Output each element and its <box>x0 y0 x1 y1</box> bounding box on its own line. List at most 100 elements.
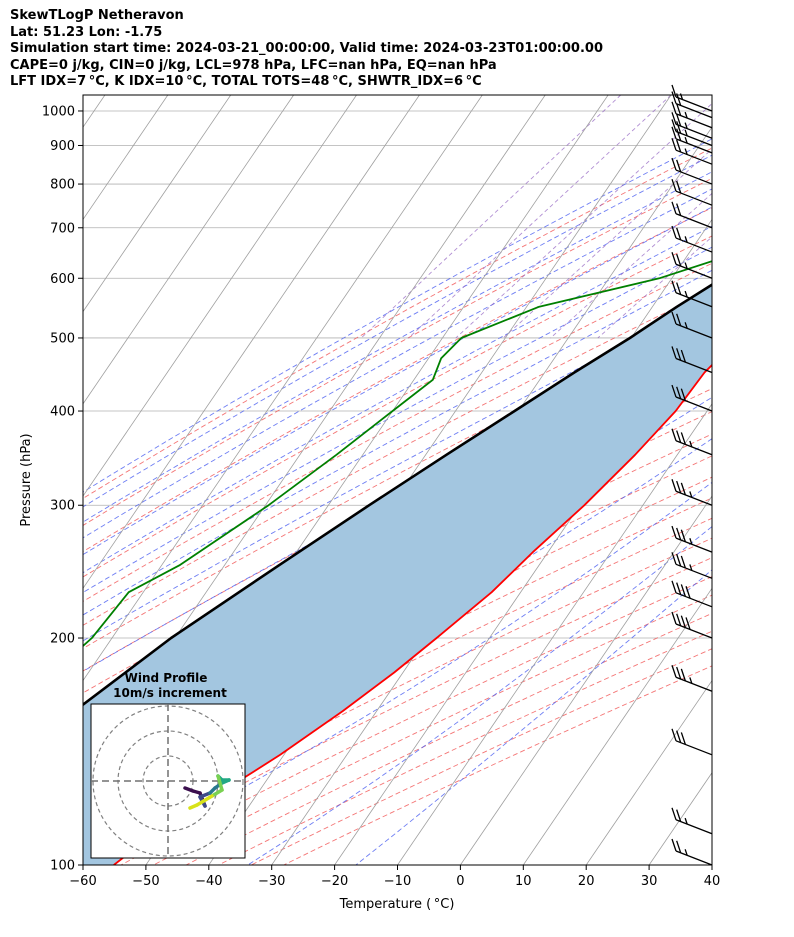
x-tick-label: −60 <box>69 874 96 889</box>
moist-adiabat-line <box>83 206 712 556</box>
wind-barb <box>671 101 713 129</box>
title-lat-lon: Lat: 51.23 Lon: -1.75 <box>10 24 163 40</box>
moist-adiabat-line <box>247 526 712 865</box>
wind-barb <box>671 119 713 147</box>
x-axis-ticks: −60 −50 −40 −30 −20 −10 0 10 20 30 40 <box>69 865 720 889</box>
title-cape-line: CAPE=0 j/kg, CIN=0 j/kg, LCL=978 hPa, LF… <box>10 57 497 73</box>
wind-barb <box>671 178 713 206</box>
wind-barb <box>671 611 713 639</box>
chart-title-block: SkewTLogP Netheravon Lat: 51.23 Lon: -1.… <box>10 8 603 91</box>
y-tick-label: 700 <box>50 221 75 236</box>
wind-barb <box>671 137 713 165</box>
moist-adiabat-line <box>83 188 712 539</box>
y-tick-label: 200 <box>50 632 75 647</box>
hodograph-segment <box>198 791 212 799</box>
wind-barb <box>671 665 713 692</box>
wind-barbs <box>671 84 713 866</box>
y-tick-label: 500 <box>50 331 75 346</box>
x-tick-label: 20 <box>578 874 595 889</box>
x-tick-label: −50 <box>132 874 159 889</box>
y-tick-label: 800 <box>50 178 75 193</box>
isotherm-line <box>83 95 232 313</box>
y-tick-label: 1000 <box>42 104 75 119</box>
temperature-line <box>113 363 712 865</box>
wind-barb <box>671 280 713 308</box>
y-tick-label: 900 <box>50 139 75 154</box>
parcel-profile-line <box>83 283 712 707</box>
moist-adiabat-line <box>83 225 712 574</box>
isotherm-line <box>397 403 712 865</box>
y-tick-label: 600 <box>50 272 75 287</box>
x-tick-label: 30 <box>641 874 658 889</box>
moist-adiabat-line <box>83 138 712 493</box>
mixing-ratio-line <box>455 102 712 339</box>
dry-adiabat-line <box>83 235 712 578</box>
wind-barb <box>671 552 713 579</box>
x-tick-label: 0 <box>456 874 464 889</box>
isotherm-line <box>460 495 712 865</box>
x-tick-label: −20 <box>321 874 348 889</box>
x-tick-label: −40 <box>195 874 222 889</box>
dewpoint-line <box>83 260 712 648</box>
wind-barb <box>671 525 713 553</box>
y-tick-label: 100 <box>50 859 75 874</box>
hodograph-segment <box>188 803 199 810</box>
hodograph-segment <box>210 788 224 798</box>
mixing-ratio-lines <box>360 95 712 339</box>
mixing-ratio-line <box>502 148 712 339</box>
wind-barb <box>671 157 713 185</box>
hodograph-subtitle: 10m/s increment <box>113 686 227 700</box>
y-tick-label: 400 <box>50 405 75 420</box>
x-tick-label: −10 <box>384 874 411 889</box>
wind-barb <box>671 428 713 456</box>
mixing-ratio-line <box>550 192 712 339</box>
dry-adiabat-line <box>83 147 712 499</box>
title-times: Simulation start time: 2024-03-21_00:00:… <box>10 41 603 57</box>
isotherm-line <box>83 95 294 405</box>
wind-barb <box>671 807 713 835</box>
wind-barb <box>671 225 713 253</box>
mixing-ratio-line <box>597 236 712 339</box>
title-indices-line: LFT IDX=7 °C, K IDX=10 °C, TOTAL TOTS=48… <box>10 74 482 90</box>
wind-barb <box>671 112 713 139</box>
isotherm-line <box>585 679 712 865</box>
isotherm-line <box>775 95 794 865</box>
x-tick-label: 10 <box>515 874 532 889</box>
hodograph-title: Wind Profile <box>125 671 208 685</box>
mixing-ratio-line <box>408 95 672 339</box>
dry-adiabat-line <box>83 315 712 649</box>
isotherm-line <box>83 95 483 682</box>
isotherm-line <box>711 864 712 865</box>
wind-barb <box>671 201 713 229</box>
wind-barb <box>671 126 713 154</box>
x-tick-label: −30 <box>258 874 285 889</box>
dry-adiabat-line <box>83 497 712 815</box>
isotherm-line <box>83 95 420 590</box>
y-axis-ticks: 1000 900 800 700 600 500 400 300 200 100 <box>42 104 83 874</box>
wind-barb <box>671 479 713 506</box>
dry-adiabat-line <box>83 340 712 672</box>
moist-adiabat-line <box>83 325 712 672</box>
title-station: SkewTLogP Netheravon <box>10 8 184 23</box>
moist-adiabat-line <box>83 269 712 616</box>
moist-adiabat-line <box>83 171 712 523</box>
profile-lines <box>83 260 712 865</box>
wind-barb <box>671 728 713 756</box>
y-tick-label: 300 <box>50 499 75 514</box>
dry-adiabat-line <box>83 262 712 602</box>
hodograph-segment <box>216 774 224 792</box>
isotherm-line <box>83 95 357 497</box>
isotherm-line <box>522 587 712 865</box>
x-axis-label: Temperature ( °C) <box>339 897 455 912</box>
wind-barb <box>671 311 713 339</box>
wind-barb <box>671 384 713 412</box>
x-tick-label: 40 <box>704 874 721 889</box>
mixing-ratio-line <box>360 95 622 339</box>
dry-adiabat-line <box>83 177 712 526</box>
moist-adiabat-line <box>83 246 712 593</box>
wind-barb <box>671 346 713 374</box>
wind-barb <box>671 838 713 866</box>
wind-barb <box>671 580 713 608</box>
hodograph-inset: Wind Profile 10m/s increment <box>90 671 246 859</box>
